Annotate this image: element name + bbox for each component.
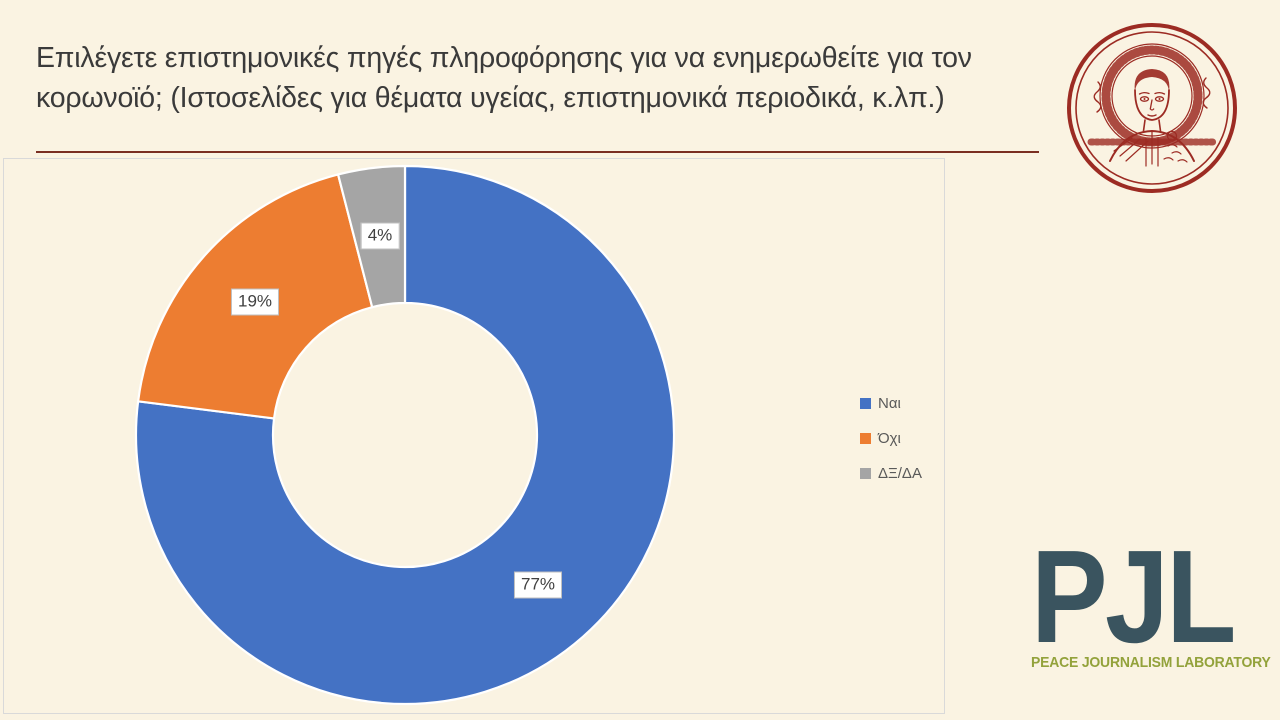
title-divider xyxy=(36,151,1039,153)
pjl-subtitle: PEACE JOURNALISM LABORATORY xyxy=(1031,654,1271,671)
donut-slice-0 xyxy=(134,164,676,706)
chart-legend: Ναι Όχι ΔΞ/ΔΑ xyxy=(860,395,922,500)
university-emblem-logo xyxy=(1064,20,1240,196)
legend-label: Όχι xyxy=(878,429,901,447)
donut-chart xyxy=(134,164,676,706)
legend-swatch-icon xyxy=(860,467,871,479)
saint-demetrius-icon xyxy=(1067,23,1237,193)
legend-label: Ναι xyxy=(878,394,901,412)
slide-title: Επιλέγετε επιστημονικές πηγές πληροφόρησ… xyxy=(36,42,972,115)
legend-item-1: Όχι xyxy=(860,429,922,447)
legend-swatch-icon xyxy=(860,397,871,409)
legend-swatch-icon xyxy=(860,432,871,444)
chart-area: 77% 19% 4% Ναι Όχι ΔΞ/ΔΑ xyxy=(3,158,945,714)
legend-label: ΔΞ/ΔΑ xyxy=(878,464,922,482)
pjl-acronym: PJL xyxy=(1031,523,1236,670)
legend-item-0: Ναι xyxy=(860,394,922,412)
pjl-logo: PJL PEACE JOURNALISM LABORATORY xyxy=(1031,523,1276,672)
legend-item-2: ΔΞ/ΔΑ xyxy=(860,464,922,482)
donut-slice-1 xyxy=(137,173,374,420)
